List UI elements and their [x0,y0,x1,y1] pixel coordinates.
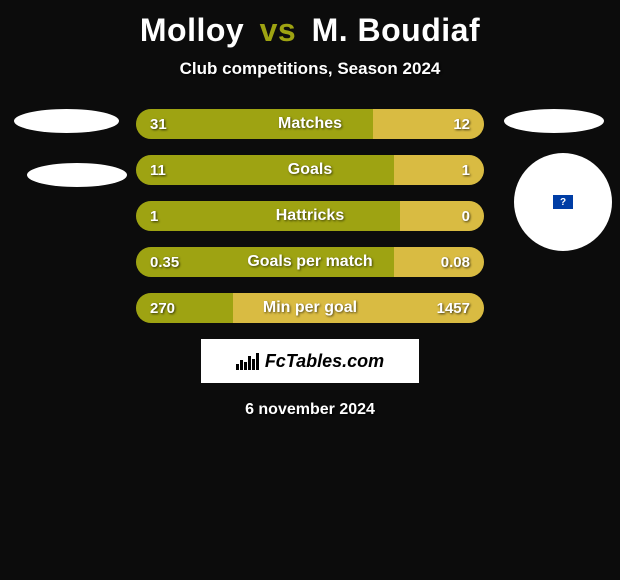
stat-label: Hattricks [136,201,484,231]
stat-label: Goals per match [136,247,484,277]
logo-text: FcTables.com [265,351,384,372]
value-left: 1 [150,201,158,231]
value-right: 0 [462,201,470,231]
value-left: 270 [150,293,175,323]
stat-label: Matches [136,109,484,139]
vs-label: vs [260,12,297,48]
date-label: 6 november 2024 [6,401,614,419]
value-left: 31 [150,109,167,139]
player1-name: Molloy [140,12,244,48]
stat-row: Goals111 [136,155,484,185]
value-left: 11 [150,155,166,185]
value-left: 0.35 [150,247,179,277]
stat-label: Goals [136,155,484,185]
value-right: 1457 [437,293,470,323]
player1-club-placeholder [27,163,127,187]
player2-club-badge [514,153,612,251]
value-right: 0.08 [441,247,470,277]
flag-icon [553,195,573,209]
stat-row: Goals per match0.35 0.08 [136,247,484,277]
stat-row: Matches31 12 [136,109,484,139]
stat-label: Min per goal [136,293,484,323]
player2-photo-placeholder [504,109,604,133]
value-right: 12 [453,109,470,139]
player2-name: M. Boudiaf [312,12,481,48]
source-logo: FcTables.com [201,339,419,383]
stat-row: Min per goal270 1457 [136,293,484,323]
stat-row: Hattricks1 0 [136,201,484,231]
value-right: 1 [462,155,470,185]
subtitle: Club competitions, Season 2024 [6,59,614,79]
page-title: Molloy vs M. Boudiaf [6,12,614,49]
bars-icon [236,353,259,370]
comparison-chart: Matches3112Goals111Hattricks10Goals per … [6,109,614,323]
player1-photo-placeholder [14,109,119,133]
